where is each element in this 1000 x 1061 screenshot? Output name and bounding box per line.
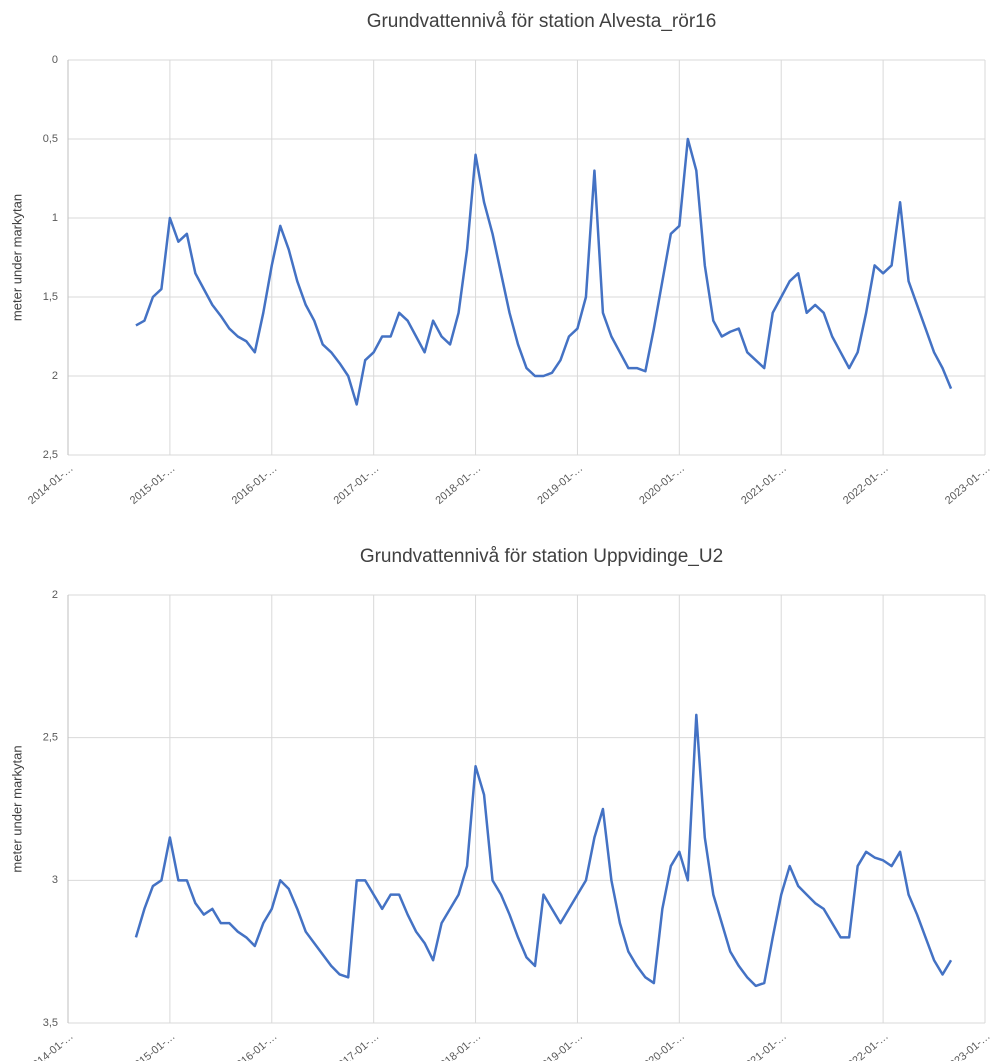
x-tick-label: 2023-01-…: [943, 1030, 993, 1061]
chart-title: Grundvattennivå för station Uppvidinge_U…: [360, 546, 723, 567]
y-axis-label: meter under markytan: [9, 194, 24, 321]
x-tick-label: 2022-01-…: [841, 1030, 891, 1061]
x-tick-label: 2019-01-…: [535, 1030, 585, 1061]
x-tick-label: 2020-01-…: [637, 1030, 687, 1061]
x-tick-label: 2023-01-…: [943, 462, 993, 507]
x-tick-label: 2017-01-…: [332, 1030, 382, 1061]
x-tick-label: 2016-01-…: [230, 1030, 280, 1061]
x-tick-label: 2019-01-…: [535, 462, 585, 507]
x-tick-label: 2014-01-…: [26, 462, 76, 507]
y-tick-label: 0: [52, 54, 58, 66]
x-tick-label: 2018-01-…: [433, 462, 483, 507]
x-tick-label: 2021-01-…: [739, 462, 789, 507]
y-tick-label: 2: [52, 370, 58, 382]
y-axis-label: meter under markytan: [9, 745, 24, 872]
data-line: [135, 137, 953, 406]
x-tick-label: 2016-01-…: [230, 462, 280, 507]
x-tick-label: 2020-01-…: [637, 462, 687, 507]
chart-title: Grundvattennivå för station Alvesta_rör1…: [367, 11, 717, 32]
x-tick-label: 2021-01-…: [739, 1030, 789, 1061]
y-tick-label: 3: [52, 874, 58, 886]
y-tick-label: 2,5: [43, 449, 58, 461]
y-tick-label: 1,5: [43, 291, 58, 303]
y-tick-label: 2: [52, 589, 58, 601]
x-tick-label: 2015-01-…: [128, 1030, 178, 1061]
x-tick-label: 2015-01-…: [128, 462, 178, 507]
x-tick-label: 2014-01-…: [26, 1030, 76, 1061]
y-tick-label: 3,5: [43, 1017, 58, 1029]
y-tick-label: 1: [52, 212, 58, 224]
x-tick-label: 2022-01-…: [841, 462, 891, 507]
y-tick-label: 2,5: [43, 732, 58, 744]
x-tick-label: 2017-01-…: [332, 462, 382, 507]
data-line: [134, 713, 953, 988]
y-tick-label: 0,5: [43, 133, 58, 145]
x-tick-label: 2018-01-…: [433, 1030, 483, 1061]
